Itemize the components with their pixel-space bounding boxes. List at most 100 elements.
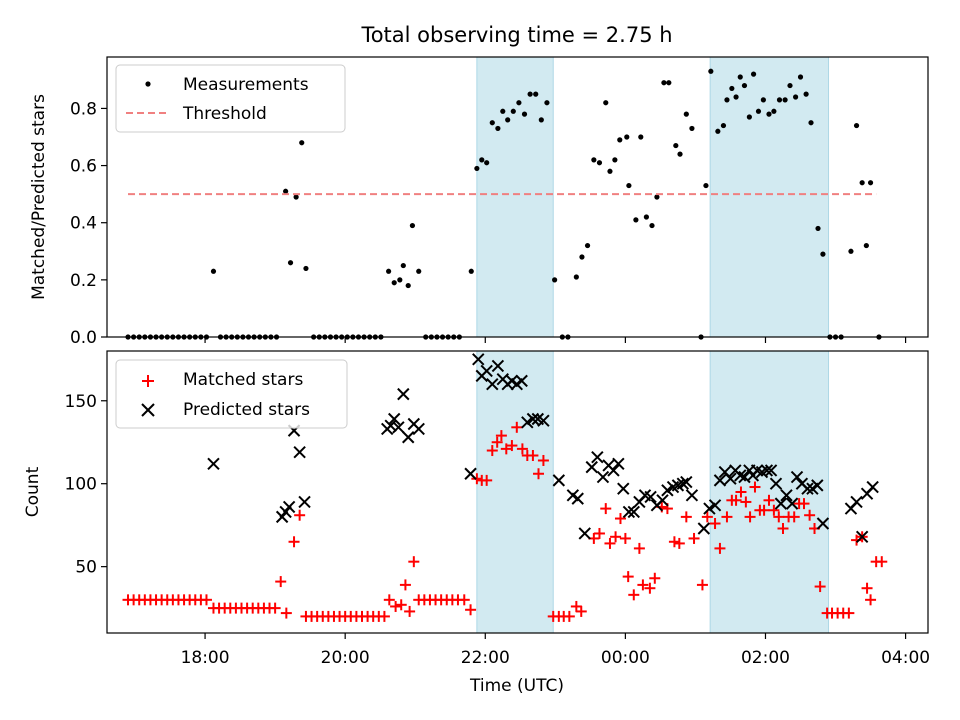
measurement-point <box>746 114 752 120</box>
measurement-point <box>397 277 403 283</box>
predicted-stars-point <box>811 479 824 492</box>
measurement-point <box>683 111 689 117</box>
predicted-stars-point <box>521 416 534 429</box>
predicted-stars-point <box>780 489 793 502</box>
matched-stars-point <box>688 532 700 544</box>
measurement-point <box>820 251 826 257</box>
shaded-interval <box>709 56 830 338</box>
predicted-stars-point <box>486 377 499 391</box>
matched-stars-point <box>701 511 713 523</box>
measurement-point <box>803 91 809 97</box>
shaded-intervals <box>476 56 830 338</box>
measurement-point <box>638 134 644 140</box>
matched-stars-point <box>408 556 420 568</box>
matched-stars-point <box>768 504 780 516</box>
matched-stars-point <box>269 602 281 614</box>
matched-stars-point <box>633 542 645 554</box>
matched-stars-point <box>471 473 483 485</box>
matched-stars-point <box>294 509 306 521</box>
measurement-point <box>633 217 639 223</box>
predicted-stars-point <box>724 472 737 485</box>
predicted-stars-point <box>591 450 604 464</box>
predicted-stars-point <box>402 431 415 444</box>
matched-stars-point <box>288 536 300 548</box>
matched-stars-point <box>506 440 518 452</box>
matched-stars-point <box>527 450 539 462</box>
legend-predicted-marker <box>141 403 155 417</box>
matched-stars-point <box>200 594 212 606</box>
predicted-stars-point <box>585 460 598 474</box>
matched-stars-point <box>649 572 661 584</box>
measurement-point <box>626 182 632 189</box>
matched-stars-point <box>843 607 855 619</box>
top-x-ticks <box>204 337 907 343</box>
matched-stars-point <box>570 600 582 612</box>
measurement-point <box>793 94 799 100</box>
measurement-point <box>552 277 558 283</box>
top-y-axis-label: Matched/Predicted stars <box>29 94 49 300</box>
measurement-point <box>533 91 539 97</box>
shaded-interval <box>476 56 554 338</box>
top-panel: 0.00.20.40.60.8 Matched/Predicted stars … <box>29 56 929 348</box>
predicted-stars-point <box>293 445 306 459</box>
measurement-point <box>808 120 814 126</box>
predicted-stars-point <box>617 482 630 495</box>
matched-stars-point <box>383 594 395 606</box>
matched-stars-point <box>280 607 292 619</box>
predicted-stars-point <box>526 412 540 426</box>
matched-stars-point <box>714 542 726 554</box>
matched-stars-point <box>740 496 752 508</box>
predicted-stars-point <box>578 527 591 540</box>
legend-threshold-label: Threshold <box>182 104 267 124</box>
predicted-stars-point <box>713 474 727 487</box>
matched-stars-point <box>481 474 493 486</box>
predicted-stars-point <box>537 414 550 427</box>
matched-stars-point <box>749 481 761 493</box>
matched-stars-point <box>404 605 416 617</box>
predicted-stars-point <box>612 457 625 471</box>
predicted-stars-point <box>552 474 566 487</box>
bottom-x-ticks: 18:00 20:00 22:00 00:00 02:00 04:00 <box>181 633 930 668</box>
legend-predicted-label: Predicted stars <box>183 400 310 420</box>
x-tick-label: 20:00 <box>321 648 370 668</box>
y-tick-label: 50 <box>75 558 97 578</box>
x-tick-label: 22:00 <box>461 648 510 668</box>
matched-stars-point <box>593 527 605 539</box>
predicted-stars-point <box>644 490 657 504</box>
matched-stars-point <box>628 589 640 601</box>
measurement-point <box>867 180 874 186</box>
measurement-point <box>649 222 655 229</box>
matched-stars-point <box>622 571 634 583</box>
x-tick-label: 04:00 <box>881 648 930 668</box>
matched-stars-point <box>804 509 816 521</box>
bottom-panel-series <box>122 353 888 622</box>
predicted-stars-point <box>491 359 505 373</box>
shaded-intervals <box>476 350 830 634</box>
measurement-point <box>287 260 294 266</box>
predicted-stars-point <box>464 467 477 480</box>
measurement-point <box>573 274 579 280</box>
x-tick-label: 00:00 <box>601 648 650 668</box>
matched-stars-point <box>600 503 612 515</box>
bottom-legend: Matched stars Predicted stars <box>115 359 348 429</box>
measurement-point <box>579 254 585 260</box>
measurement-point <box>584 242 591 249</box>
predicted-stars-point <box>298 495 311 509</box>
matched-stars-point <box>537 454 549 466</box>
measurement-point <box>859 180 865 186</box>
measurement-point <box>500 108 506 114</box>
matched-stars-point <box>865 594 877 606</box>
measurement-point <box>386 268 392 274</box>
matched-stars-point <box>876 556 888 568</box>
predicted-stars-point <box>850 495 863 509</box>
measurement-point <box>505 117 511 123</box>
measurement-point <box>405 282 411 289</box>
measurement-point <box>782 97 788 103</box>
measurement-point <box>391 280 397 286</box>
predicted-stars-point <box>397 387 410 401</box>
measurement-point <box>416 268 422 274</box>
matched-stars-point <box>788 511 800 523</box>
measurement-point <box>708 68 714 74</box>
predicted-stars-point <box>764 464 778 477</box>
measurement-point <box>654 194 660 200</box>
